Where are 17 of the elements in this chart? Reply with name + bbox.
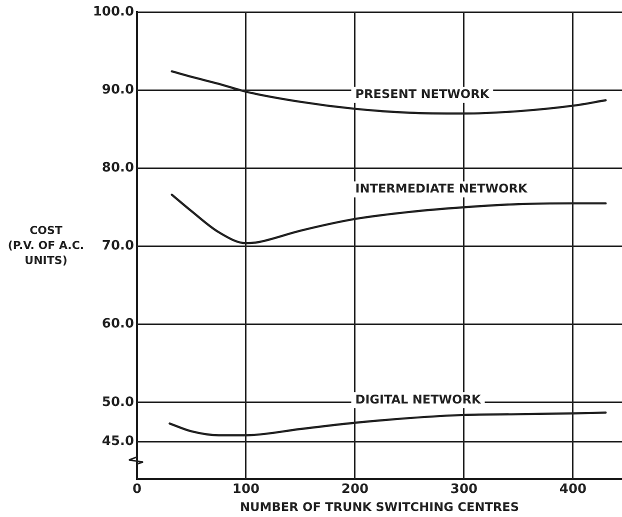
series-label: DIGITAL NETWORK (355, 392, 482, 406)
y-tick-label: 80.0 (102, 160, 134, 176)
y-tick-label: 50.0 (102, 394, 134, 410)
x-tick-label: 200 (341, 482, 369, 498)
x-tick-label: 0 (132, 482, 142, 498)
y-tick-label: 90.0 (102, 82, 134, 98)
x-tick-label: 100 (232, 482, 260, 498)
y-tick-label: 70.0 (102, 238, 134, 254)
y-axis-title: COST (P.V. OF A.C. UNITS) (8, 224, 84, 268)
x-tick-label: 300 (450, 482, 478, 498)
series-label: PRESENT NETWORK (355, 86, 490, 101)
series-label: INTERMEDIATE NETWORK (355, 181, 528, 196)
y-tick-label: 45.0 (102, 434, 134, 449)
x-axis-title: NUMBER OF TRUNK SWITCHING CENTRES (240, 500, 519, 514)
y-tick-label: 60.0 (102, 316, 134, 332)
x-tick-label: 400 (559, 482, 587, 498)
y-tick-label: 100.0 (92, 4, 134, 20)
